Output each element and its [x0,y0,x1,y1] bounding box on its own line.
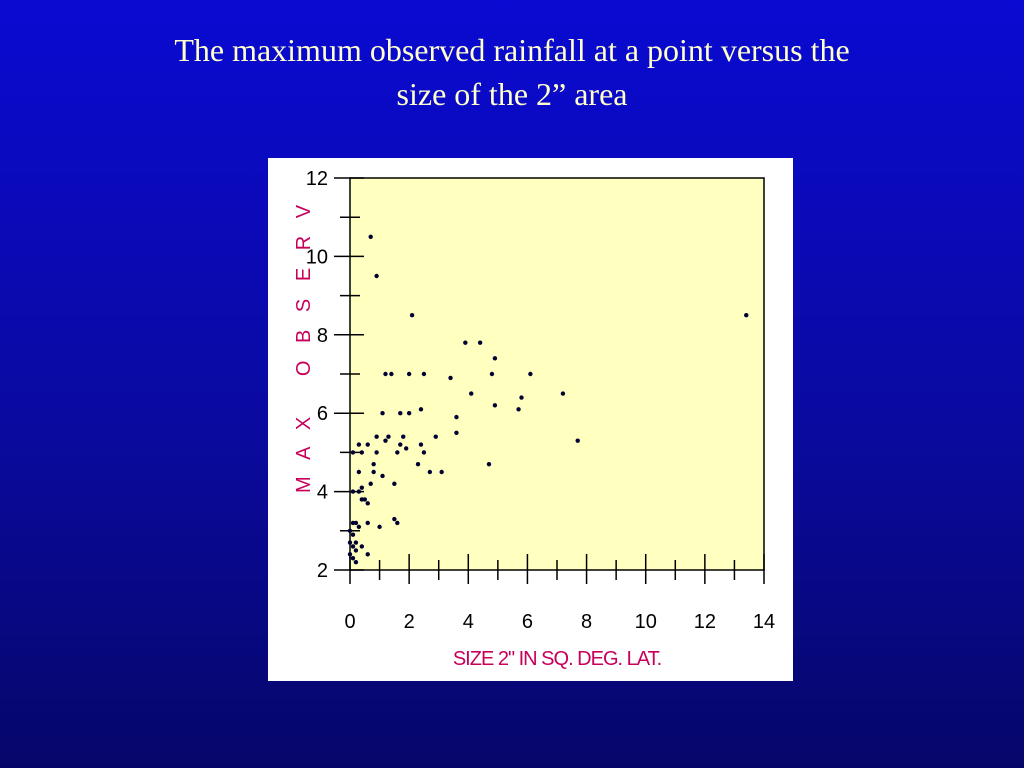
slide-title: The maximum observed rainfall at a point… [0,28,1024,116]
data-point [353,520,359,526]
scatter-chart: 0 2 4 6 8 10 12 14 2 4 6 8 10 12 SIZE 2" IN SQ. DEG.… [293,168,775,670]
data-point [492,356,498,361]
data-point [350,532,356,537]
data-point [356,524,362,530]
data-point [347,540,353,545]
data-point [418,407,424,412]
data-point [454,414,459,420]
data-point [374,450,379,455]
data-point [353,548,359,553]
data-point [406,411,412,416]
data-point [353,559,359,565]
plot-area [349,177,765,571]
data-point [489,371,495,377]
y-tick-label: 8 [317,325,328,347]
data-point [418,442,424,447]
data-point [356,489,362,494]
data-point [421,450,427,455]
data-point [386,434,391,439]
data-point [359,485,365,490]
data-point [439,469,444,475]
data-point [395,520,400,526]
y-tick-label: 10 [306,246,328,268]
data-points [347,234,749,565]
x-tick-label: 2 [404,611,415,633]
x-tick-label: 6 [522,611,533,633]
data-point [477,340,483,345]
slide-title-line-1: The maximum observed rainfall at a point… [174,32,850,68]
data-point [365,520,370,526]
data-point [433,434,438,439]
chart-panel: 0 2 4 6 8 10 12 14 2 4 6 8 10 12 SIZE 2" IN SQ. DEG.… [268,158,793,681]
data-point [398,411,403,416]
data-point [383,438,388,443]
data-point [403,446,409,451]
y-tick-label: 2 [317,560,328,582]
x-tick-label: 10 [635,611,657,633]
y-axis: 2 4 6 8 10 12 [306,168,364,582]
y-tick-label: 12 [306,168,328,190]
data-point [374,434,379,439]
data-point [519,395,524,400]
data-point [415,461,421,467]
y-tick-label: 4 [317,482,328,504]
data-point [463,340,468,345]
x-tick-label: 4 [463,611,474,633]
data-point [350,450,356,455]
data-point [350,544,356,549]
data-point [744,313,749,318]
data-point [365,552,370,557]
data-point [409,313,415,318]
data-point [356,442,362,447]
slide-title-line-2: size of the 2” area [396,76,628,112]
y-tick-label: 6 [317,403,328,425]
data-point [492,403,498,408]
data-point [377,524,382,530]
data-point [359,544,365,549]
x-tick-label: 14 [753,611,775,633]
x-tick-label: 12 [694,611,716,633]
data-point [406,371,412,377]
data-point [380,473,385,479]
data-point [359,450,365,455]
data-point [374,273,379,279]
data-point [421,371,427,377]
y-axis-label: M A X O B S E R V [293,199,315,493]
data-point [398,442,403,447]
data-point [380,411,385,416]
data-point [469,391,474,396]
data-point [395,450,400,455]
x-axis-label: SIZE 2" IN SQ. DEG. LAT. [453,648,661,670]
data-point [347,528,353,533]
data-point [353,540,359,545]
data-point [368,481,373,486]
data-point [427,469,433,475]
data-point [350,489,356,494]
data-point [392,481,397,486]
data-point [365,442,370,447]
data-point [350,556,356,561]
data-point [347,552,353,557]
data-point [575,438,580,443]
data-point [383,371,388,377]
data-point [368,234,373,239]
data-point [392,516,397,522]
x-tick-label: 8 [581,611,592,633]
data-point [448,375,453,381]
data-point [365,501,370,506]
data-point [401,434,406,439]
data-point [362,497,367,502]
data-point [560,391,566,396]
data-point [516,407,521,412]
data-point [371,461,376,467]
data-point [528,371,533,377]
data-point [371,469,376,475]
x-tick-label: 0 [344,611,355,633]
data-point [454,430,459,435]
data-point [389,371,394,377]
data-point [356,469,362,475]
x-axis: 0 2 4 6 8 10 12 14 [344,554,775,633]
data-point [486,461,492,467]
